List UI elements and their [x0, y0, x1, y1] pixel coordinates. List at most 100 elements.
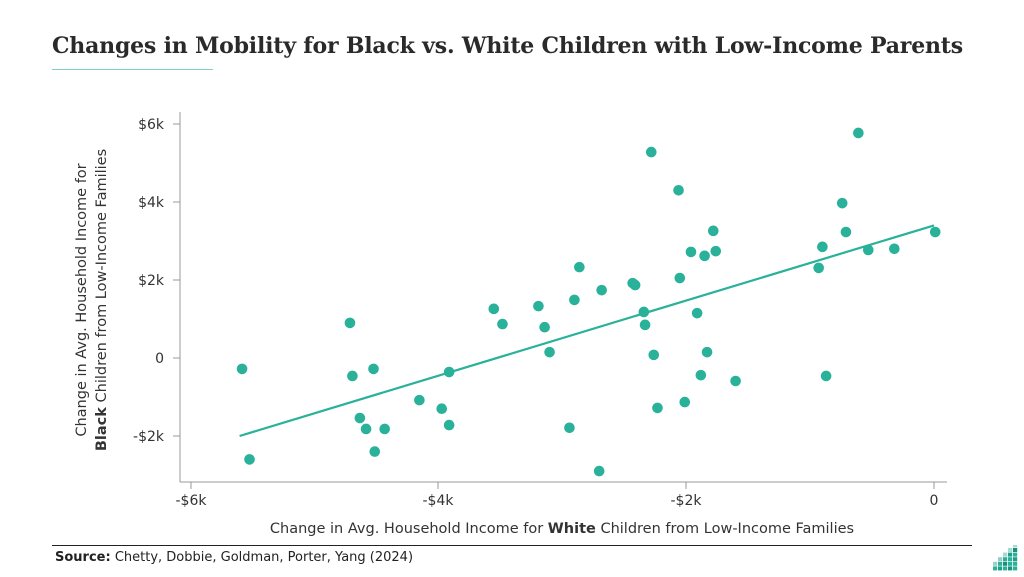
y-ticks: $6k $4k $2k 0 -$2k: [133, 117, 180, 445]
data-point: [360, 423, 372, 435]
x-axis-title-post: Children from Low-Income Families: [596, 521, 854, 537]
data-point: [347, 370, 358, 382]
data-point: [497, 318, 508, 330]
data-point: [639, 319, 651, 331]
data-point: [648, 349, 660, 361]
logo-cell: [1008, 557, 1013, 562]
bar-grid-logo-icon: [993, 545, 1018, 571]
data-points: [236, 127, 941, 477]
data-point: [368, 363, 379, 375]
data-point: [695, 369, 707, 381]
data-point: [685, 246, 697, 258]
data-point: [652, 402, 663, 414]
data-point: [629, 279, 641, 291]
x-tick-label: -$2k: [671, 493, 703, 509]
source-text: Chetty, Dobbie, Goldman, Porter, Yang (2…: [114, 550, 414, 565]
title-underline: [52, 69, 213, 70]
data-point: [574, 261, 585, 273]
y-tick-label: $4k: [138, 195, 165, 211]
logo-cell: [1008, 566, 1013, 571]
data-point: [638, 306, 650, 318]
data-point: [443, 419, 455, 431]
data-point: [539, 321, 550, 333]
logo-cell: [1003, 552, 1008, 557]
chart-title: Changes in Mobility for Black vs. White …: [52, 33, 963, 59]
logo-cell: [998, 566, 1003, 571]
y-tick-label: $6k: [138, 117, 165, 133]
logo-cell: [1013, 566, 1018, 571]
source-label: Source:: [55, 550, 111, 565]
data-point: [344, 317, 356, 329]
footer-divider: [52, 545, 972, 546]
y-axis-title-bold: Black: [94, 407, 110, 451]
data-point: [436, 403, 448, 415]
logo-cell: [1008, 561, 1013, 566]
data-point: [379, 423, 390, 435]
y-axis-title: Change in Avg. Household Income for: [74, 163, 90, 436]
data-point: [853, 127, 864, 139]
data-point: [544, 346, 555, 358]
logo-cell: [1008, 548, 1013, 552]
data-point: [889, 243, 900, 255]
data-point: [730, 375, 741, 387]
trendline: [239, 224, 935, 438]
x-axis-title-bold: White: [548, 521, 596, 537]
y-tick-label: 0: [155, 351, 164, 367]
logo-cell: [1003, 557, 1008, 562]
logo-cell: [1013, 545, 1018, 548]
data-point: [244, 454, 255, 465]
x-tick-label: 0: [930, 493, 939, 509]
data-point: [679, 396, 691, 408]
data-point: [369, 446, 381, 457]
data-point: [813, 262, 824, 274]
x-axis-title-pre: Change in Avg. Household Income for: [270, 521, 548, 537]
logo-cell: [1013, 561, 1018, 566]
data-point: [836, 197, 848, 209]
y-axis-title-line1: Change in Avg. Household Income for: [74, 163, 90, 436]
data-point: [488, 303, 500, 315]
logo-cell: [1008, 552, 1013, 557]
x-tick-label: -$6k: [176, 493, 208, 509]
data-point: [673, 185, 684, 196]
data-point: [593, 465, 605, 477]
data-point: [645, 146, 657, 158]
y-axis-title-line2: Children from Low-Income Families: [94, 149, 110, 407]
logo-cell: [1013, 557, 1018, 562]
data-point: [443, 366, 455, 378]
y-tick-label: $2k: [138, 273, 165, 289]
data-point: [820, 370, 832, 382]
x-tick-label: -$4k: [423, 493, 455, 509]
data-point: [674, 272, 686, 284]
logo-cell: [993, 566, 998, 571]
data-point: [354, 412, 366, 424]
data-point: [691, 307, 703, 319]
data-point: [929, 226, 941, 238]
data-point: [699, 250, 710, 262]
x-axis-title: Change in Avg. Household Income for Whit…: [270, 521, 854, 537]
data-point: [840, 226, 852, 238]
source-note: Source: Chetty, Dobbie, Goldman, Porter,…: [55, 550, 413, 565]
logo-cell: [993, 561, 998, 566]
logo-cell: [998, 557, 1003, 562]
data-point: [236, 363, 248, 375]
data-point: [710, 245, 722, 257]
logo-cell: [1013, 552, 1018, 557]
trendline-group: [239, 224, 935, 438]
logo-cell: [1013, 548, 1018, 552]
data-point: [596, 284, 607, 296]
y-tick-label: -$2k: [133, 429, 165, 445]
data-point: [564, 422, 575, 434]
logo-cell: [1003, 561, 1008, 566]
data-point: [414, 394, 425, 406]
axes: [179, 112, 947, 483]
data-point: [862, 244, 874, 256]
data-point: [707, 225, 719, 237]
y-axis-title-2: Black Children from Low-Income Families: [94, 149, 110, 451]
data-point: [701, 346, 713, 358]
logo-cell: [1003, 566, 1008, 571]
x-ticks: -$6k -$4k -$2k 0: [176, 482, 939, 509]
data-point: [533, 300, 544, 312]
data-point: [817, 241, 828, 253]
logo-cell: [998, 561, 1003, 566]
